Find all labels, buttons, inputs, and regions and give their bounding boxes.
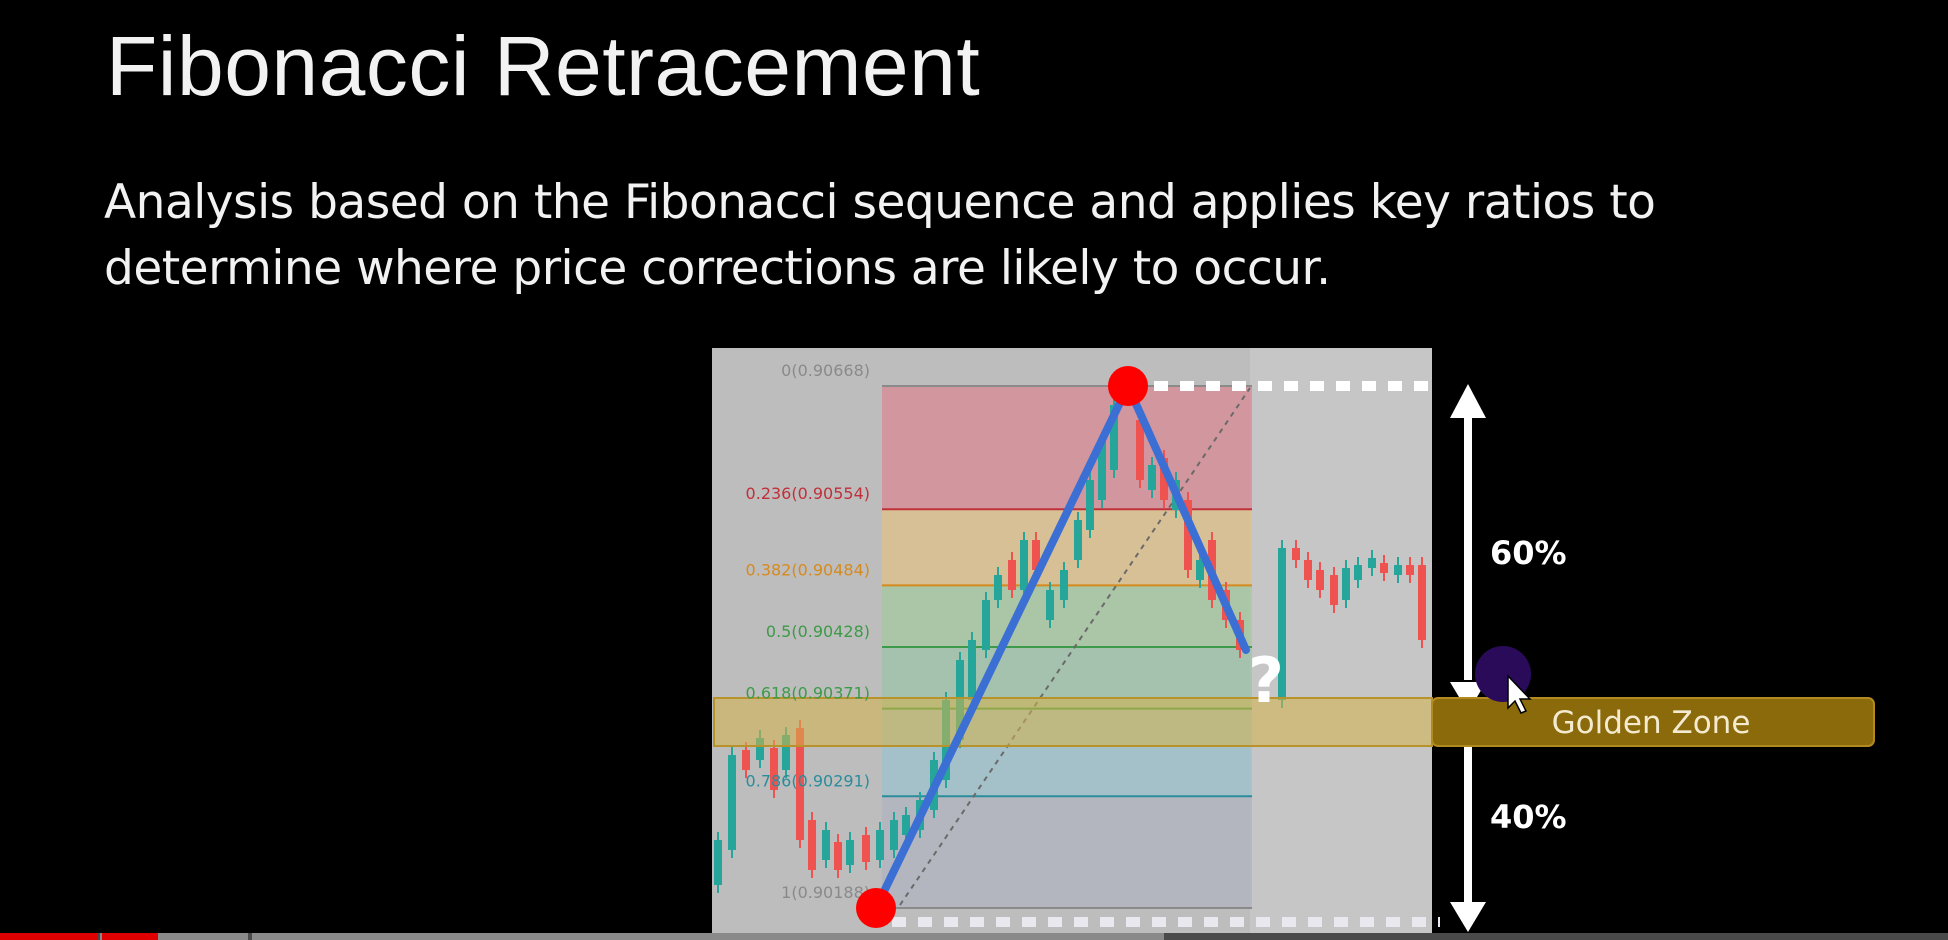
candle-body-49 [1394,565,1402,575]
candle-body-28 [1086,480,1094,530]
candle-body-47 [1368,558,1376,568]
candle-body-41 [1292,548,1300,560]
golden-zone-text: Golden Zone [1552,705,1751,741]
candle-body-13 [890,820,898,850]
candle-body-36 [1196,560,1204,580]
candle-body-27 [1074,520,1082,560]
candle-body-0 [714,840,722,885]
slide-description: Analysis based on the Fibonacci sequence… [104,175,1656,296]
golden-zone-band [713,697,1433,747]
cursor-icon [1507,674,1532,714]
candle-body-1 [728,755,736,850]
candle-body-22 [1008,560,1016,590]
chart-right-panel [1250,348,1432,934]
candle-body-25 [1046,590,1054,620]
candle-body-32 [1148,465,1156,490]
fib-label-5: 0.786(0.90291) [746,771,870,790]
fib-label-2: 0.382(0.90484) [746,560,870,579]
golden-zone-label: Golden Zone [1431,697,1875,747]
candle-body-51 [1418,565,1426,640]
candle-body-35 [1184,500,1192,570]
candle-body-6 [796,728,804,840]
candle-body-19 [968,640,976,700]
candle-body-50 [1406,565,1414,575]
candle-body-46 [1354,565,1362,580]
candle-body-29 [1098,440,1106,500]
candle-body-2 [742,750,750,770]
question-mark-text: ? [1248,644,1284,717]
candle-body-40 [1278,548,1286,700]
candle-body-33 [1160,458,1168,500]
fib-label-1: 0.236(0.90554) [746,484,870,503]
candle-body-43 [1316,570,1324,590]
swing-high-point [1108,366,1148,406]
fib-label-3: 0.5(0.90428) [766,622,870,641]
fib-band-0 [882,386,1252,510]
video-progress-bar[interactable] [0,933,1948,940]
fib-label-0: 0(0.90668) [781,361,870,380]
candle-body-10 [846,840,854,865]
lower-percent-label: 40% [1490,798,1567,836]
fib-band-5 [882,796,1252,908]
candle-body-24 [1032,540,1040,570]
candle-body-11 [862,835,870,862]
candle-body-14 [902,815,910,835]
candle-body-9 [834,842,842,870]
candle-body-23 [1020,540,1028,590]
candle-body-12 [876,830,884,860]
candle-body-30 [1110,405,1118,470]
fib-level-labels: 0(0.90668) 0.236(0.90554) 0.382(0.90484) 0.… [746,361,870,902]
candle-body-5 [782,735,790,770]
trend-diagonal [899,387,1251,906]
slide-title: Fibonacci Retracement [106,19,981,113]
candle-body-3 [756,738,764,760]
candle-body-21 [994,575,1002,600]
upper-percent-label: 60% [1490,534,1567,572]
candle-body-4 [770,748,778,790]
swing-low-point [856,888,896,928]
candle-body-20 [982,600,990,650]
candle-body-45 [1342,568,1350,600]
candle-body-48 [1380,563,1388,573]
candle-body-26 [1060,570,1068,600]
fib-bands [882,386,1252,908]
candle-body-42 [1304,560,1312,580]
candle-body-7 [808,820,816,870]
fib-label-6: 1(0.90188) [781,883,870,902]
candle-body-8 [822,830,830,860]
question-mark: ? [1248,644,1284,717]
candle-body-31 [1136,420,1144,480]
fib-label-4: 0.618(0.90371) [746,684,870,703]
candle-body-44 [1330,575,1338,605]
